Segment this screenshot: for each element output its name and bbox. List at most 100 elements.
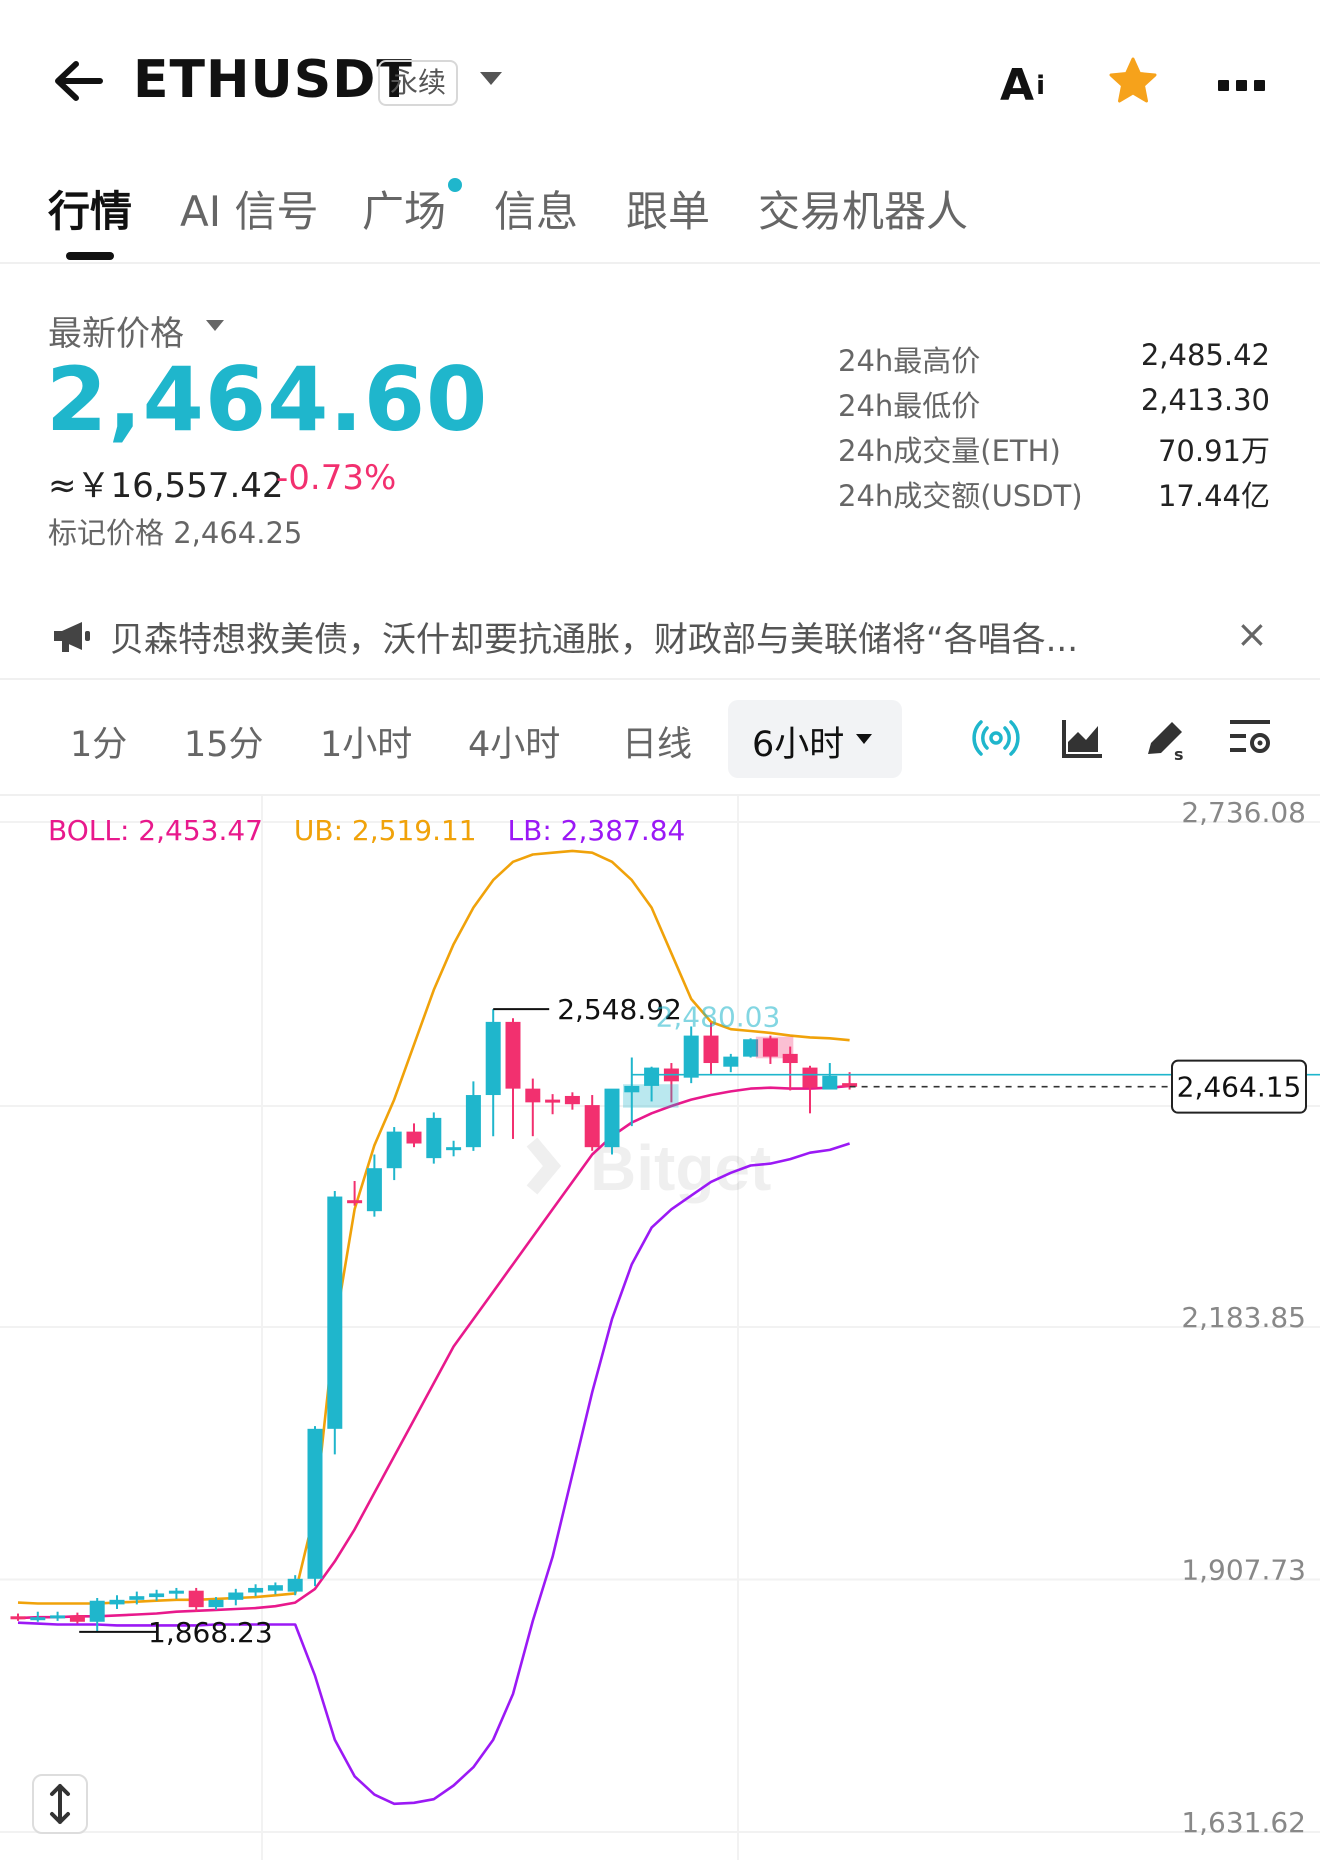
interval-1d[interactable]: 日线 xyxy=(622,725,693,765)
stat-high-label: 24h最高价 xyxy=(838,344,981,378)
candle-body xyxy=(406,1131,422,1144)
news-banner[interactable]: 贝森特想救美债，沃什却要抗通胀，财政部与美联储将“各唱各... × xyxy=(0,596,1320,680)
more-menu-icon[interactable] xyxy=(1218,76,1272,95)
boll-lower-line xyxy=(17,1142,850,1806)
price-change-percent: -0.73% xyxy=(276,458,397,498)
candle-body xyxy=(743,1039,759,1057)
tab-info[interactable]: 信息 xyxy=(494,187,579,236)
candle-body xyxy=(465,1095,481,1148)
mark-price-value: 2,464.25 xyxy=(173,516,303,550)
stat-volume-value: 70.91万 xyxy=(1157,434,1270,468)
top-bar: ETHUSDT 永续 Ai xyxy=(0,0,1320,150)
last-price-label[interactable]: 最新价格 xyxy=(48,314,184,354)
candle-body xyxy=(366,1168,382,1212)
last-price: 2,464.60 xyxy=(46,348,489,451)
candle-body xyxy=(584,1105,600,1148)
stat-turnover-value: 17.44亿 xyxy=(1157,479,1270,513)
mark-price-label: 标记价格 xyxy=(48,516,165,550)
candle-body xyxy=(683,1035,699,1078)
candle-body xyxy=(188,1590,204,1608)
favorite-star-icon[interactable] xyxy=(1108,56,1158,106)
news-headline[interactable]: 贝森特想救美债，沃什却要抗通胀，财政部与美联储将“各唱各... xyxy=(110,620,1079,660)
chart-grid xyxy=(0,796,1320,1860)
main-tabs: 行情 AI 信号 广场 信息 跟单 交易机器人 xyxy=(0,170,1320,264)
candle-body xyxy=(228,1592,244,1600)
area-chart-icon[interactable] xyxy=(1058,714,1106,762)
price-axis: 2,736.08 2,183.85 1,907.73 1,631.62 xyxy=(1181,796,1306,1839)
candle-body xyxy=(386,1131,402,1169)
stat-volume-label: 24h成交量(ETH) xyxy=(838,434,1061,468)
candle-body xyxy=(30,1617,46,1621)
stat-high-value: 2,485.42 xyxy=(1140,338,1270,372)
candle-body xyxy=(703,1035,719,1064)
y-tick-label: 2,183.85 xyxy=(1181,1301,1306,1334)
candle-body xyxy=(426,1117,442,1159)
candle-body xyxy=(347,1200,363,1204)
broadcast-icon[interactable] xyxy=(972,714,1020,762)
candle-body xyxy=(723,1056,739,1067)
high-marker-label: 2,548.92 xyxy=(557,993,682,1026)
current-price-tag xyxy=(1171,1059,1307,1114)
active-tab-underline xyxy=(66,252,114,260)
candle-body xyxy=(762,1038,778,1057)
tab-trading-bot[interactable]: 交易机器人 xyxy=(758,187,969,236)
tab-ai-signal[interactable]: AI 信号 xyxy=(180,187,319,236)
y-tick-label: 1,907.73 xyxy=(1181,1554,1306,1587)
y-tick-label: 2,736.08 xyxy=(1181,796,1306,829)
zone-box-support xyxy=(623,1084,679,1108)
candle-body xyxy=(327,1196,343,1429)
zone-box-resistance xyxy=(755,1036,794,1059)
candle-body xyxy=(168,1590,184,1594)
candle-body xyxy=(782,1053,798,1064)
stat-low-value: 2,413.30 xyxy=(1140,383,1270,417)
boll-lb-value: LB: 2,387.84 xyxy=(507,814,686,847)
boll-legend: BOLL: 2,453.47 UB: 2,519.11 LB: 2,387.84 xyxy=(48,814,707,847)
ai-assistant-sub: i xyxy=(1036,71,1045,101)
interval-bar: 1分 15分 1小时 4小时 日线 6小时 s xyxy=(0,690,1320,796)
indicator-settings-icon[interactable] xyxy=(1226,714,1274,762)
current-price-tag-label: 2,464.15 xyxy=(1177,1071,1302,1104)
interval-15m[interactable]: 15分 xyxy=(184,725,264,765)
y-tick-label: 1,631.62 xyxy=(1181,1806,1306,1839)
tab-square[interactable]: 广场 xyxy=(362,187,447,236)
low-marker-label: 1,868.23 xyxy=(148,1616,273,1649)
price-type-dropdown-icon[interactable] xyxy=(206,320,224,331)
candle-body xyxy=(129,1596,145,1600)
kline-chart[interactable]: Bitget 2,548.921,868.232,480.032,464.15 … xyxy=(0,796,1320,1860)
candle-body xyxy=(69,1615,85,1622)
drawing-pen-icon[interactable]: s xyxy=(1142,714,1190,762)
faded-price-label: 2,480.03 xyxy=(656,1000,781,1033)
chart-resize-icon[interactable] xyxy=(32,1774,88,1834)
interval-1h[interactable]: 1小时 xyxy=(320,725,413,765)
candle-body xyxy=(10,1616,26,1620)
interval-1m[interactable]: 1分 xyxy=(70,725,128,765)
symbol-title[interactable]: ETHUSDT xyxy=(133,50,413,110)
interval-6h-selected[interactable] xyxy=(728,700,902,778)
cny-equivalent: ≈￥16,557.42 xyxy=(48,466,284,506)
stat-turnover-label: 24h成交额(USDT) xyxy=(838,479,1083,513)
candle-body xyxy=(505,1021,521,1089)
candle-body xyxy=(525,1088,541,1103)
mark-price: 标记价格 2,464.25 xyxy=(48,510,302,552)
bitget-watermark: Bitget xyxy=(526,1132,771,1204)
symbol-dropdown-icon[interactable] xyxy=(480,72,502,85)
candle-body xyxy=(446,1147,462,1151)
boll-middle-line xyxy=(17,1084,850,1620)
candle-body xyxy=(842,1083,858,1087)
boll-upper-line xyxy=(17,849,850,1605)
tab-market[interactable]: 行情 xyxy=(48,187,133,236)
close-icon[interactable]: × xyxy=(1236,612,1268,656)
candle-body xyxy=(287,1578,303,1592)
candle-body xyxy=(624,1085,640,1093)
tab-copy-trading[interactable]: 跟单 xyxy=(626,187,711,236)
back-arrow-icon[interactable] xyxy=(52,58,104,104)
interval-dropdown-icon[interactable] xyxy=(856,734,872,744)
ai-assistant-icon[interactable]: Ai xyxy=(1000,60,1045,111)
candle-body xyxy=(644,1067,660,1086)
boll-ub-value: UB: 2,519.11 xyxy=(293,814,477,847)
candle-body xyxy=(109,1599,125,1605)
candle-body xyxy=(208,1599,224,1608)
interval-4h[interactable]: 4小时 xyxy=(468,725,561,765)
interval-6h-label[interactable]: 6小时 xyxy=(752,725,845,765)
candle-body xyxy=(564,1095,580,1105)
